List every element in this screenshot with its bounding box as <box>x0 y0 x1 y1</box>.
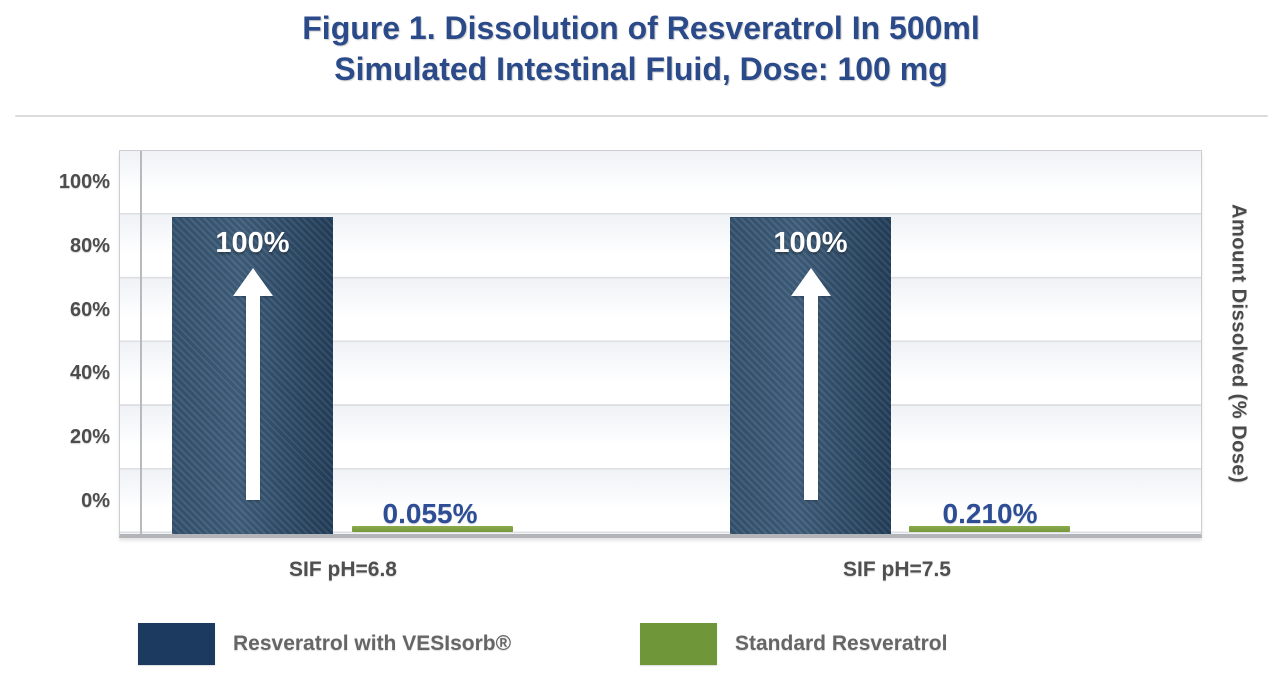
x-category-ph75: SIF pH=7.5 <box>843 558 951 581</box>
value-label-standard-ph68: 0.055% <box>382 498 478 529</box>
legend-label-standard: Standard Resveratrol <box>735 632 948 655</box>
x-category-ph68: SIF pH=6.8 <box>289 558 397 581</box>
bar-value-label: 100% <box>773 227 848 259</box>
up-arrow-icon <box>232 268 273 500</box>
legend-swatch-standard <box>640 623 717 665</box>
bar-standard-ph75 <box>909 526 1070 532</box>
chart-title: Figure 1. Dissolution of Resveratrol In … <box>0 8 1282 90</box>
bar-vesisorb-ph75: 100% <box>730 217 891 534</box>
y-axis-title: Amount Dissolved (% Dose) <box>1227 204 1250 484</box>
legend-item-standard: Standard Resveratrol <box>640 623 947 665</box>
y-tick-60: 60% <box>69 298 110 321</box>
legend-swatch-vesisorb <box>138 623 215 665</box>
y-tick-80: 80% <box>69 235 110 257</box>
legend-item-vesisorb: Resveratrol with VESIsorb® <box>138 623 511 665</box>
value-label-standard-ph75: 0.210% <box>942 498 1038 529</box>
chart-title-line2: Simulated Intestinal Fluid, Dose: 100 mg <box>334 51 948 87</box>
bar-standard-ph68 <box>352 526 513 532</box>
y-tick-100: 100% <box>58 171 110 194</box>
bar-vesisorb-ph68: 100% <box>172 217 333 534</box>
bar-value-label: 100% <box>215 227 290 259</box>
y-axis-tick-labels: 100% 80% 60% 40% 20% 0% <box>0 151 110 533</box>
title-divider <box>15 115 1268 117</box>
up-arrow-icon <box>790 268 831 500</box>
chart-title-line1: Figure 1. Dissolution of Resveratrol In … <box>302 10 980 46</box>
y-tick-40: 40% <box>69 362 110 385</box>
plot-area: 100% 100% 0.055% 0.210% <box>119 150 1202 538</box>
y-tick-0: 0% <box>81 489 110 512</box>
y-axis-line <box>140 151 142 534</box>
legend-label-vesisorb: Resveratrol with VESIsorb® <box>233 632 512 655</box>
y-tick-20: 20% <box>69 426 110 449</box>
